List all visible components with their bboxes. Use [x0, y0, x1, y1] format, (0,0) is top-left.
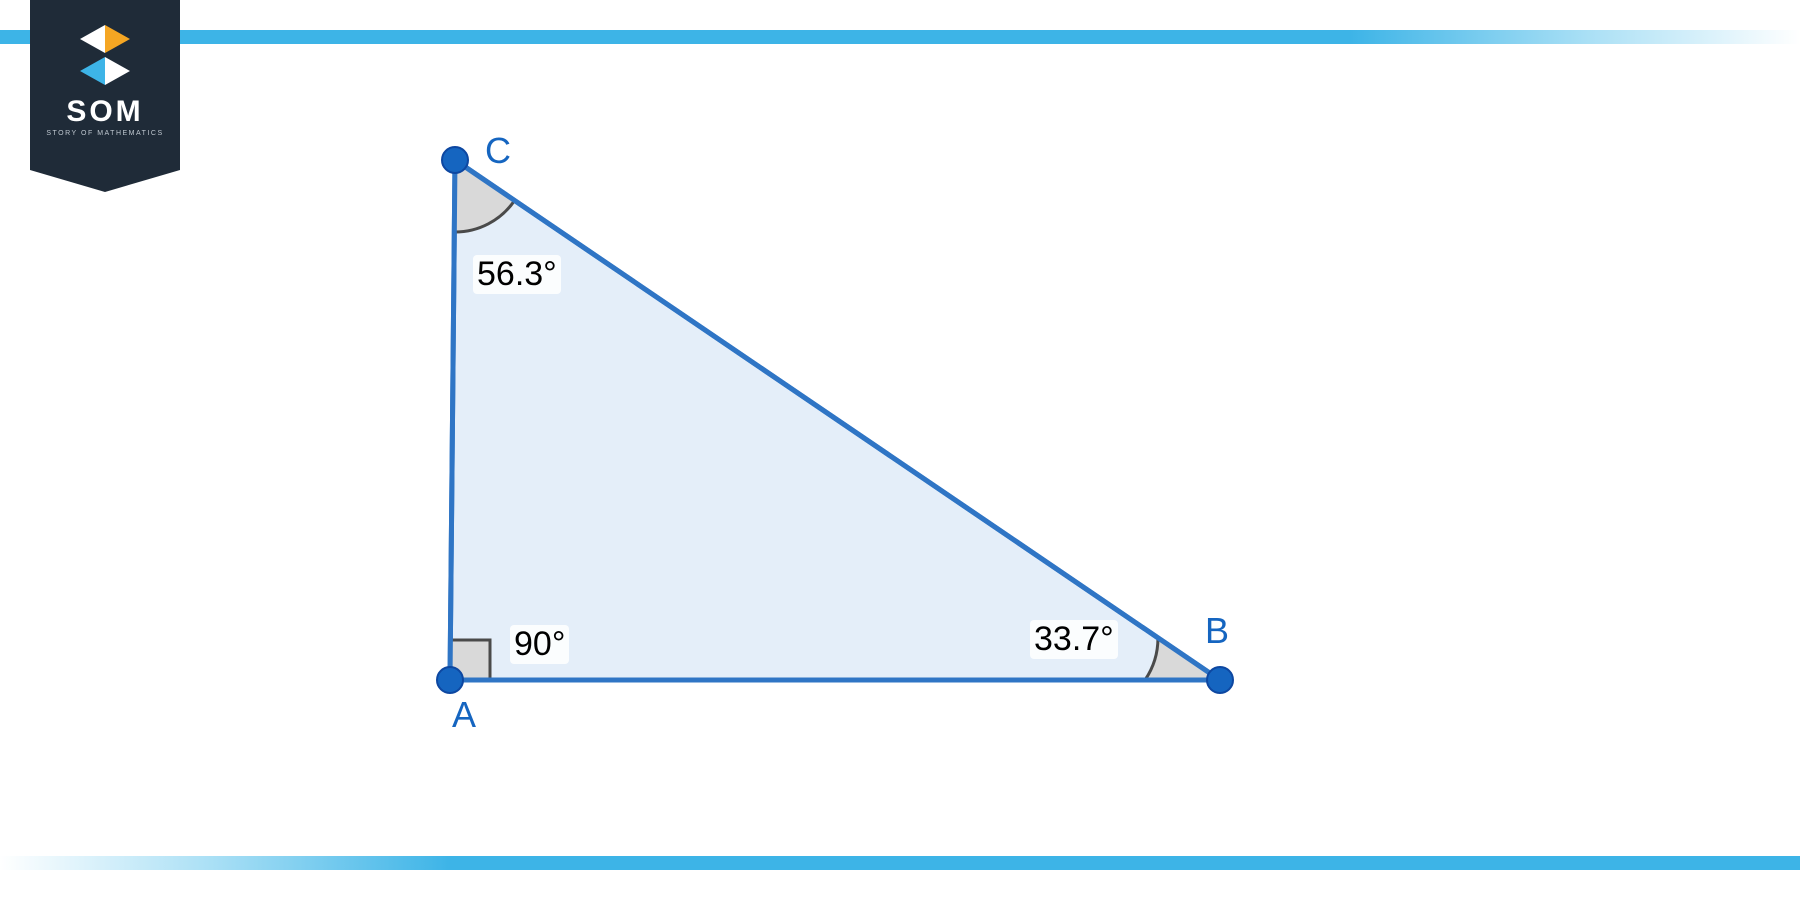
triangle-svg	[300, 80, 1300, 780]
angle-label-a: 90°	[510, 625, 569, 664]
som-logo-icon	[75, 25, 135, 85]
vertex-label-b: B	[1205, 610, 1229, 652]
angle-label-b: 33.7°	[1030, 620, 1118, 659]
angle-label-c: 56.3°	[473, 255, 561, 294]
vertex-label-a: A	[452, 694, 476, 736]
triangle-diagram: A B C 90° 33.7° 56.3°	[300, 80, 1300, 780]
bottom-accent-bar	[0, 856, 1800, 870]
logo-subtext: STORY OF MATHEMATICS	[30, 130, 180, 137]
top-accent-bar	[0, 30, 1800, 44]
vertex-label-c: C	[485, 130, 511, 172]
logo-text: SOM	[30, 95, 180, 129]
logo-badge: SOM STORY OF MATHEMATICS	[30, 0, 180, 170]
